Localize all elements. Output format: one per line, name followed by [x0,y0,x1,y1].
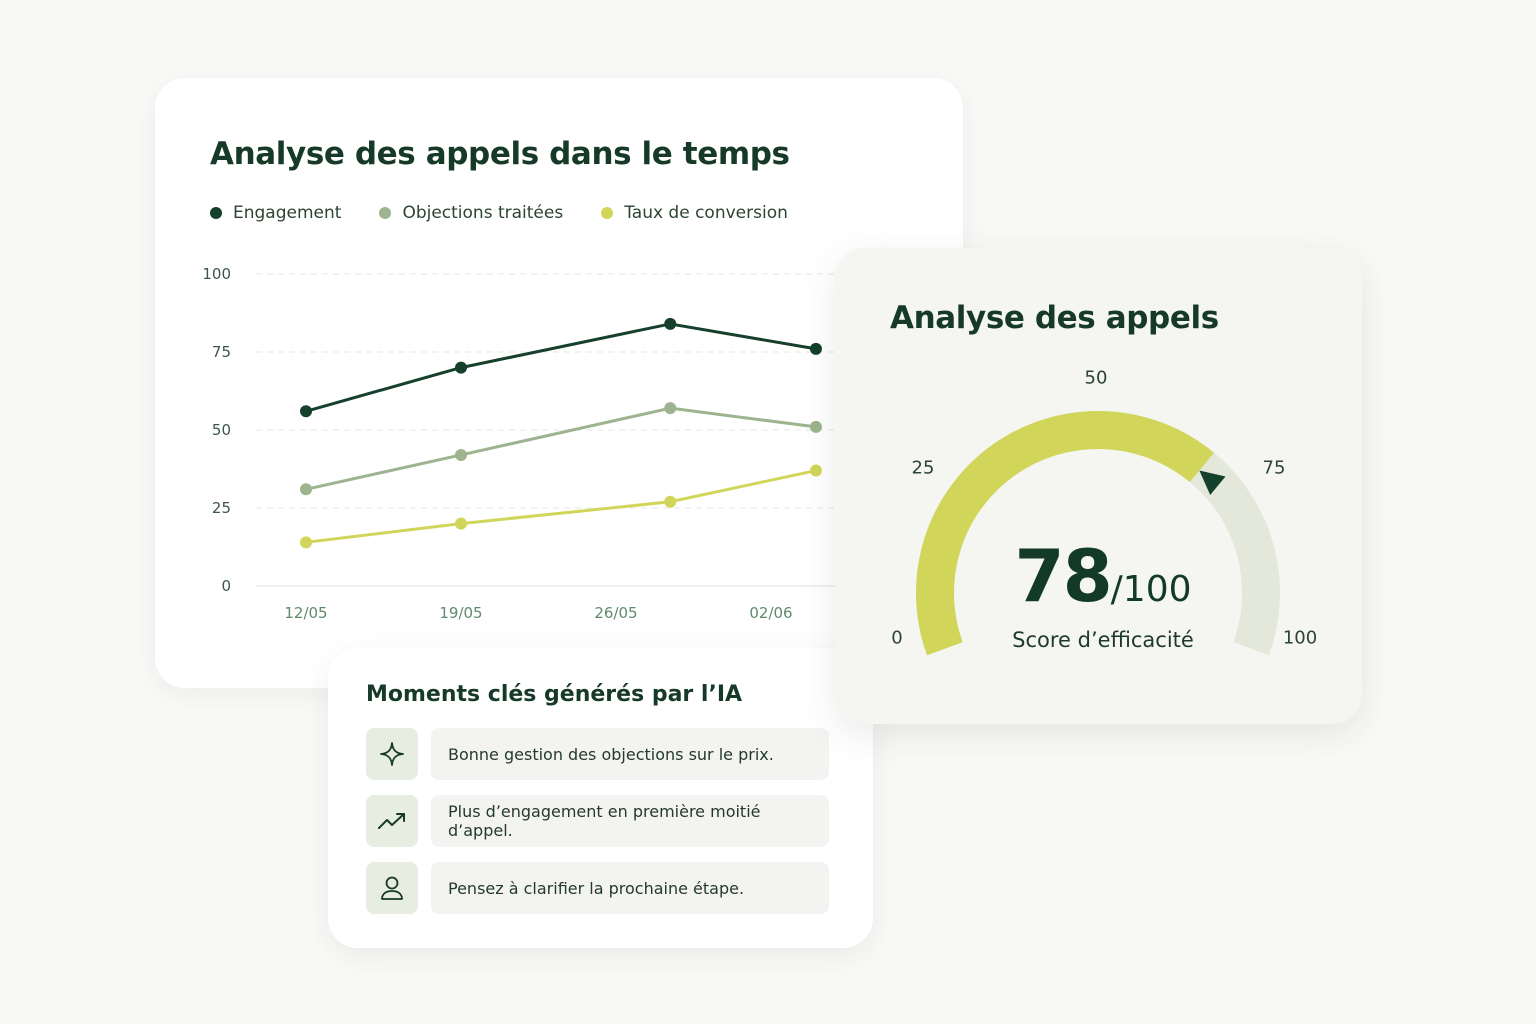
score-max: /100 [1110,569,1192,610]
efficiency-gauge [916,411,1280,656]
key-moments-card: Moments clés générés par l’IA Bonne gest… [328,648,873,948]
legend-dot-conversion [601,207,614,219]
gauge-scale-label-50: 50 [1084,367,1108,389]
x-tick-label: 26/05 [594,604,637,622]
legend-dot-engagement [210,207,222,219]
sparkle-icon [366,728,418,780]
data-point [664,317,677,330]
call-score-card: Analyse des appels 0 25 50 75 100 78/100… [835,248,1362,724]
legend-label: Objections traitées [402,203,564,223]
score-value: 78 [1014,534,1112,618]
gauge-scale-label-0: 0 [891,627,903,649]
gauge-title: Analyse des appels [890,300,1219,336]
gauge-needle [1199,470,1226,496]
data-point [300,405,312,418]
series-line-2 [305,469,817,544]
series-line-0 [305,322,817,413]
gauge-scale-label-100: 100 [1282,627,1318,649]
legend-item-engagement[interactable]: Engagement [210,203,341,223]
data-point [455,517,467,530]
moment-text: Bonne gestion des objections sur le prix… [431,728,829,780]
line-chart: 0 25 50 75 100 12/05 19/05 26/05 02/06 [202,265,845,622]
legend-item-objections[interactable]: Objections traitées [379,203,563,223]
x-tick-label: 12/05 [284,604,327,622]
moment-item[interactable]: Plus d’engagement en première moitié d’a… [366,795,829,847]
data-point [664,402,677,415]
y-tick-label: 0 [221,577,231,595]
data-point [455,448,467,461]
moment-text: Plus d’engagement en première moitié d’a… [431,795,829,847]
score-label: Score d’efficacité [1012,628,1194,652]
series-line-1 [305,406,817,491]
data-point [809,464,822,477]
data-point [300,536,312,549]
data-point [809,420,822,433]
gauge-scale-label-25: 25 [911,457,935,479]
legend-item-conversion[interactable]: Taux de conversion [601,203,788,223]
legend-label: Taux de conversion [624,203,788,223]
y-tick-label: 75 [212,343,231,361]
moment-item[interactable]: Bonne gestion des objections sur le prix… [366,728,829,780]
y-tick-label: 50 [212,421,231,439]
data-point [809,342,822,355]
gauge-fill [916,411,1214,656]
moment-item[interactable]: Pensez à clarifier la prochaine étape. [366,862,829,914]
x-tick-label: 19/05 [439,604,482,622]
y-tick-label: 100 [202,265,231,283]
y-tick-label: 25 [212,499,231,517]
legend-label: Engagement [233,203,342,223]
trending-up-icon [366,795,418,847]
data-point [664,495,677,508]
user-icon [366,862,418,914]
moments-title: Moments clés générés par l’IA [366,682,743,707]
chart-title: Analyse des appels dans le temps [210,136,790,172]
x-tick-label: 02/06 [749,604,792,622]
data-point [455,361,467,374]
moment-text: Pensez à clarifier la prochaine étape. [431,862,829,914]
chart-legend: Engagement Objections traitées Taux de c… [210,203,788,223]
score-display: 78/100 [1014,534,1191,618]
data-point [300,483,312,496]
legend-dot-objections [379,207,392,219]
call-trend-card: Analyse des appels dans le temps Engagem… [155,78,963,688]
gauge-scale-label-75: 75 [1262,457,1286,479]
